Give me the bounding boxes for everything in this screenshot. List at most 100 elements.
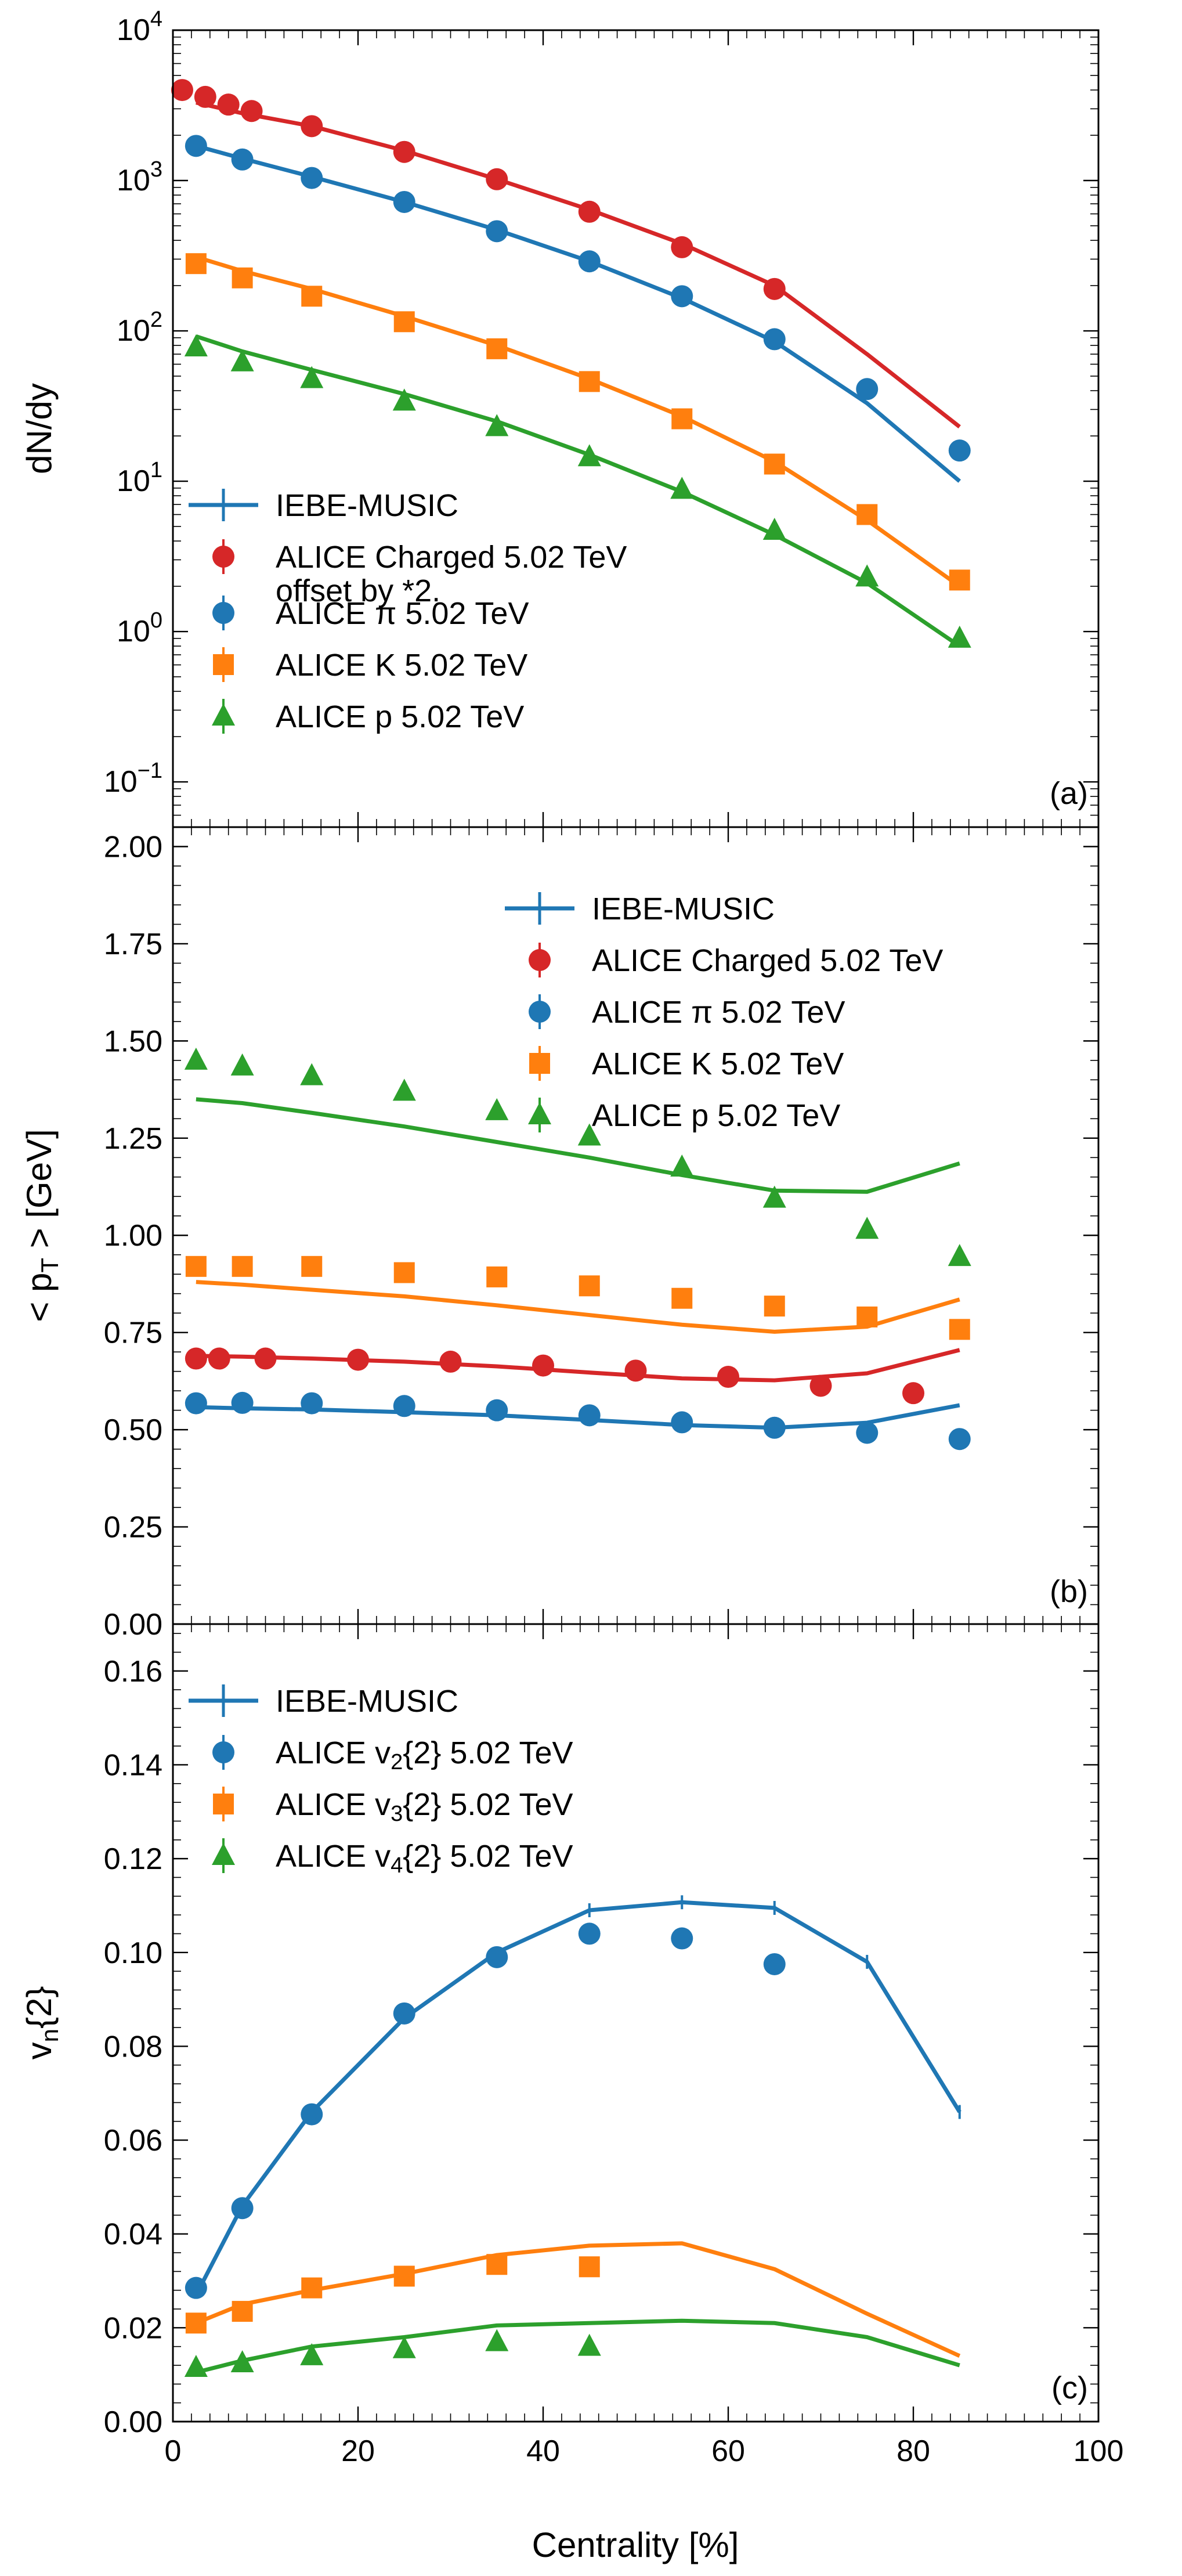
- legend-label: ALICE v4{2} 5.02 TeV: [276, 1839, 573, 1878]
- data-point: [856, 1306, 878, 1327]
- legend-label: ALICE Charged 5.02 TeV: [276, 540, 627, 575]
- legend-label: ALICE Charged 5.02 TeV: [592, 943, 943, 978]
- y-tick-label-exponent: 2: [150, 308, 162, 332]
- legend-label-tail: {2} 5.02 TeV: [403, 1736, 573, 1770]
- x-tick-label: 0: [165, 2434, 182, 2468]
- data-point: [240, 100, 263, 122]
- y-tick-label-exponent: 1: [150, 458, 162, 482]
- legend-marker: [529, 1001, 551, 1023]
- y-tick-label: 2.00: [104, 830, 162, 864]
- data-point: [301, 115, 323, 138]
- data-point: [671, 236, 693, 258]
- data-point: [231, 2197, 254, 2220]
- legend-label-subscript: 4: [391, 1853, 403, 1878]
- y-tick-label: 0.75: [104, 1316, 162, 1350]
- legend-label: ALICE π 5.02 TeV: [592, 995, 845, 1030]
- data-point: [301, 2277, 323, 2299]
- data-point: [948, 439, 971, 462]
- y-tick-label-exponent: −1: [138, 759, 162, 783]
- data-point: [486, 168, 508, 190]
- y-tick-label: 1.00: [104, 1219, 162, 1253]
- y-tick-label-base: 10: [117, 13, 150, 47]
- data-point: [486, 220, 508, 243]
- data-point: [579, 371, 600, 392]
- legend-label: IEBE-MUSIC: [592, 892, 775, 926]
- data-point: [208, 1347, 230, 1370]
- y-tick-label: 0.25: [104, 1511, 162, 1545]
- data-point: [231, 1391, 254, 1414]
- data-point: [856, 378, 879, 401]
- data-point: [185, 253, 207, 275]
- data-point: [671, 408, 693, 430]
- y-tick-label: 100: [117, 608, 162, 648]
- model-curve: [194, 1900, 961, 2296]
- legend-marker: [212, 602, 234, 624]
- data-point: [301, 1392, 323, 1415]
- y-tick-label: 104: [117, 7, 162, 47]
- data-point: [670, 477, 694, 499]
- y-tick-label: 0.00: [104, 1608, 162, 1641]
- y-tick-label: 102: [117, 308, 162, 348]
- data-point: [486, 338, 508, 359]
- legend-label: ALICE v3{2} 5.02 TeV: [276, 1787, 573, 1826]
- data-point: [624, 1359, 647, 1382]
- data-point: [393, 2265, 415, 2287]
- data-point: [948, 625, 971, 648]
- legend-label-subscript: 2: [391, 1750, 403, 1774]
- legend-label-text: IEBE-MUSIC: [592, 892, 775, 926]
- data-point: [949, 569, 970, 591]
- legend-label-line2: offset by *2.: [276, 573, 440, 608]
- y-tick-label: 0.50: [104, 1413, 162, 1447]
- legend-label-text: ALICE p 5.02 TeV: [592, 1098, 840, 1133]
- legend-label: ALICE π 5.02 TeV: [276, 596, 529, 631]
- x-tick-label: 80: [897, 2434, 930, 2468]
- legend-label-text: ALICE v: [276, 1839, 391, 1874]
- panel-a-data: [171, 79, 971, 648]
- panel-b-legend: IEBE-MUSIC ALICE Charged 5.02 TeV ALICE π …: [505, 892, 943, 1133]
- panel-c-ylabel: vn{2}: [20, 1986, 63, 2060]
- data-point: [577, 444, 601, 467]
- panel-c-label: (c): [1051, 2371, 1088, 2405]
- x-tick-label: 40: [526, 2434, 560, 2468]
- data-point: [855, 564, 879, 587]
- legend-label: IEBE-MUSIC: [276, 488, 458, 523]
- data-point: [230, 349, 254, 371]
- legend-label: IEBE-MUSIC: [276, 1684, 458, 1719]
- data-point: [232, 2301, 253, 2322]
- data-point: [301, 167, 323, 189]
- y-tick-label: 0.08: [104, 2030, 162, 2063]
- legend-marker: [213, 654, 234, 675]
- data-point: [763, 1953, 786, 1975]
- data-point: [347, 1348, 369, 1371]
- model-curve: [196, 1097, 960, 1194]
- data-point: [184, 334, 208, 356]
- data-point: [856, 504, 878, 525]
- data-point: [392, 2336, 416, 2358]
- y-tick-label: 1.25: [104, 1122, 162, 1156]
- data-point: [185, 1347, 207, 1370]
- legend-marker: [212, 546, 234, 568]
- model-curve: [195, 143, 961, 483]
- legend-marker: [528, 1102, 551, 1124]
- legend-label-text: IEBE-MUSIC: [276, 488, 458, 523]
- data-point: [717, 1366, 739, 1388]
- legend-marker: [212, 1843, 235, 1865]
- y-tick-label: 101: [117, 458, 162, 498]
- panel-c-ylabel-tail: {2}: [20, 1986, 59, 2029]
- data-point: [671, 1411, 693, 1434]
- x-tick-label: 20: [341, 2434, 375, 2468]
- data-point: [485, 2329, 509, 2351]
- data-point: [762, 1185, 786, 1208]
- data-point: [486, 1266, 508, 1287]
- data-point: [301, 2103, 323, 2126]
- panel-c-ylabel-main: v: [20, 2042, 59, 2059]
- data-point: [393, 140, 415, 163]
- data-point: [185, 1255, 207, 1277]
- legend-label: ALICE K 5.02 TeV: [592, 1047, 844, 1081]
- y-tick-label-base: 10: [117, 464, 150, 498]
- y-tick-label: 0.10: [104, 1936, 162, 1970]
- y-tick-label: 0.04: [104, 2218, 162, 2252]
- data-point: [486, 1399, 508, 1422]
